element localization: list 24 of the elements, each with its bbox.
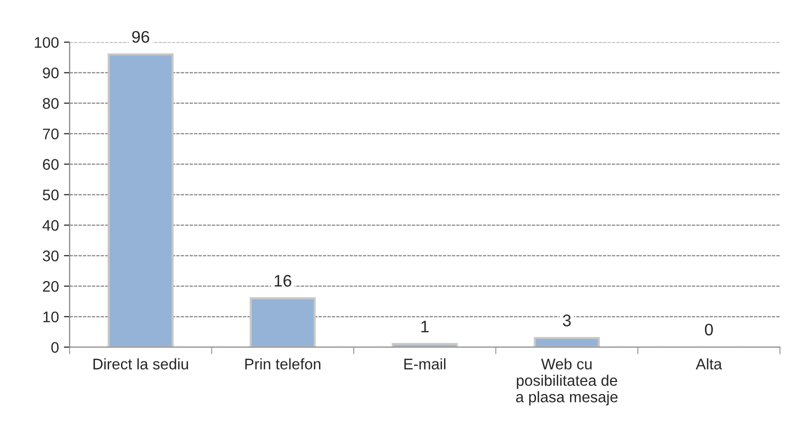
x-tick-label: E-mail [404,358,446,370]
y-tick-label: 10 [43,312,59,322]
x-tick-label: Web cu posibilitatea de a plasa mesaje [516,358,618,406]
x-tick-label: Alta [696,358,722,370]
data-label: 96 [132,30,150,43]
bar [534,336,600,348]
data-label: 0 [704,324,713,336]
y-tick-label: 60 [42,159,59,170]
bar [250,297,316,348]
y-tick-label: 80 [42,98,59,109]
data-label: 1 [421,320,429,332]
y-tick-label: 40 [42,220,59,231]
y-tick-label: 30 [42,250,59,262]
x-tick-label: Direct la sediu [93,358,188,370]
data-label: 3 [562,314,571,326]
y-tick-label: 50 [42,190,59,200]
x-tick-label: Prin telefon [245,358,320,370]
y-tick-label: 90 [42,68,59,78]
bar [108,53,174,348]
data-label: 16 [274,274,292,287]
y-tick-label: 0 [51,342,59,353]
y-tick-label: 70 [42,128,59,140]
y-tick-label: 100 [34,37,59,48]
y-tick-label: 20 [42,281,59,292]
